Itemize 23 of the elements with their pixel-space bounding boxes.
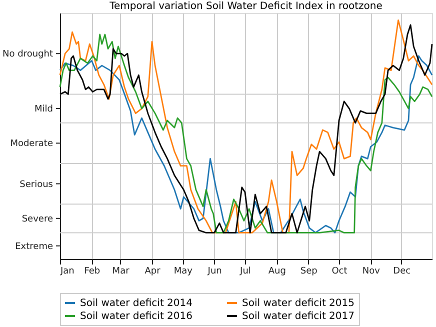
x-tick-label: Jun xyxy=(206,266,222,276)
x-tick-label: Oct xyxy=(332,266,348,276)
chart-title: Temporal variation Soil Water Deficit Index in rootzone xyxy=(108,1,382,12)
text: Moderate xyxy=(10,139,54,150)
legend-label: Soil water deficit 2017 xyxy=(242,311,354,322)
x-tick-label: Mar xyxy=(112,266,130,276)
legend-label: Soil water deficit 2015 xyxy=(242,298,354,309)
text: Extreme xyxy=(15,242,54,252)
text: Severe xyxy=(22,214,54,224)
x-tick-label: Apr xyxy=(144,266,161,276)
x-tick-label: Nov xyxy=(362,266,381,276)
x-tick-label: May xyxy=(174,266,194,276)
legend-label: Soil water deficit 2014 xyxy=(80,298,192,309)
x-tick-label: Sep xyxy=(300,266,318,276)
x-tick-label: Aug xyxy=(268,266,286,276)
x-tick-label: Jul xyxy=(239,266,251,276)
text: No drought xyxy=(2,50,54,60)
text: Serious xyxy=(20,180,54,190)
text: Mild xyxy=(34,104,53,115)
x-tick-label: Jan xyxy=(60,266,74,276)
legend-label: Soil water deficit 2016 xyxy=(80,311,192,322)
x-tick-label: Feb xyxy=(84,266,100,276)
x-tick-label: Dec xyxy=(393,266,411,276)
